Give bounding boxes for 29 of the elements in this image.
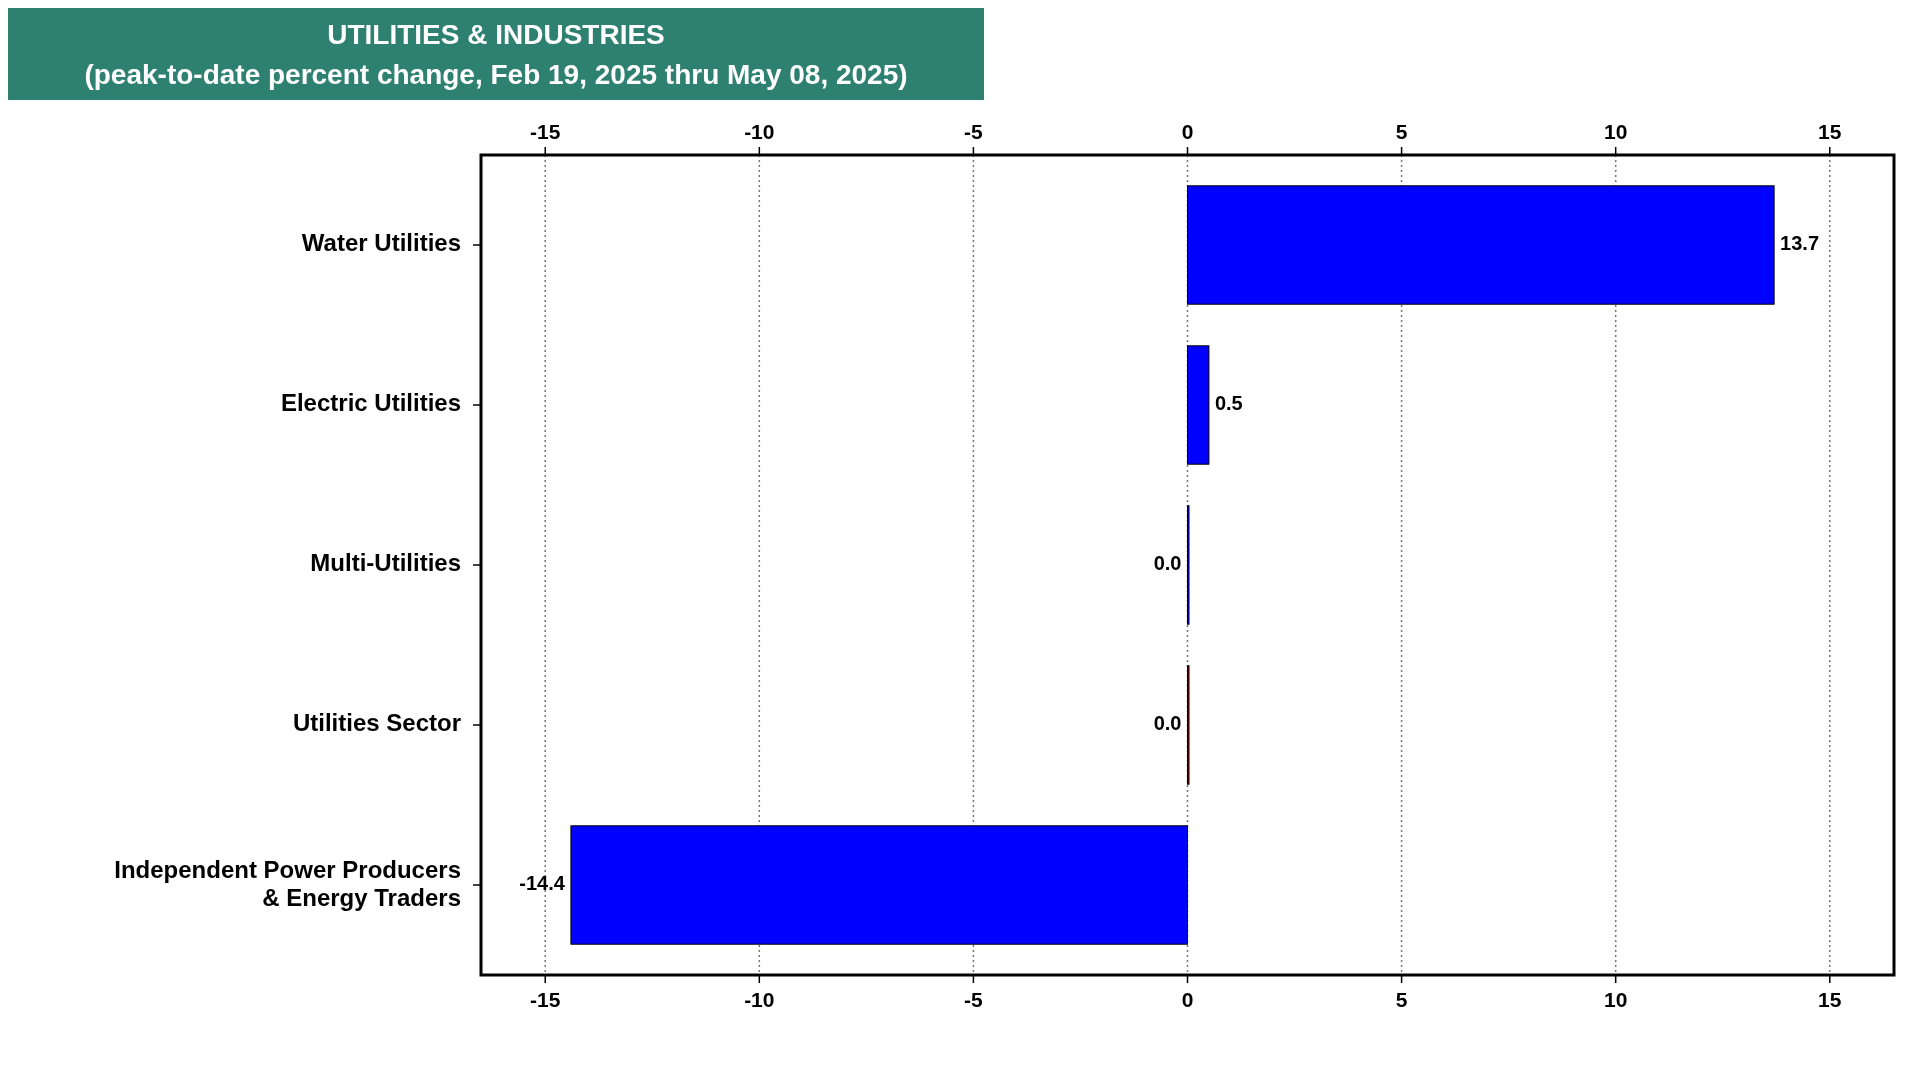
data-label: 0.0 [1153,552,1182,575]
bar [570,825,1188,945]
x-tick-label: 5 [1395,120,1408,143]
x2-tick-label: 10 [1604,988,1628,1011]
x2-tick-label: 0 [1181,988,1194,1011]
x-tick-label: 10 [1604,120,1628,143]
y-tick-label: Multi-Utilities [310,549,461,577]
y-tick-label: Independent Power Producers & Energy Traders [114,856,461,912]
chart-title: UTILITIES & INDUSTRIES [327,19,665,50]
x2-tick-label: -5 [964,988,984,1011]
x-tick-label: -15 [530,120,561,143]
data-label: 0.5 [1214,392,1243,415]
x-tick-label: -10 [744,120,775,143]
data-label: -14.4 [519,872,566,895]
x2-tick-label: -10 [744,988,775,1011]
bar [1187,345,1210,465]
x-tick-label: -5 [964,120,984,143]
x-tick-label: 15 [1818,120,1842,143]
data-label: 0.0 [1153,712,1182,735]
chart-subtitle: (peak-to-date percent change, Feb 19, 2025 thru May 08, 2025) [84,59,908,90]
x2-tick-label: 15 [1818,988,1842,1011]
data-label: 13.7 [1780,232,1820,255]
x2-tick-label: -15 [530,988,561,1011]
y-tick-label: Utilities Sector [292,709,461,737]
x2-tick-label: 5 [1395,988,1408,1011]
y-tick-label: Water Utilities [301,229,461,257]
y-tick-label: Electric Utilities [280,389,461,417]
x-tick-label: 0 [1181,120,1194,143]
bar [1187,185,1775,305]
